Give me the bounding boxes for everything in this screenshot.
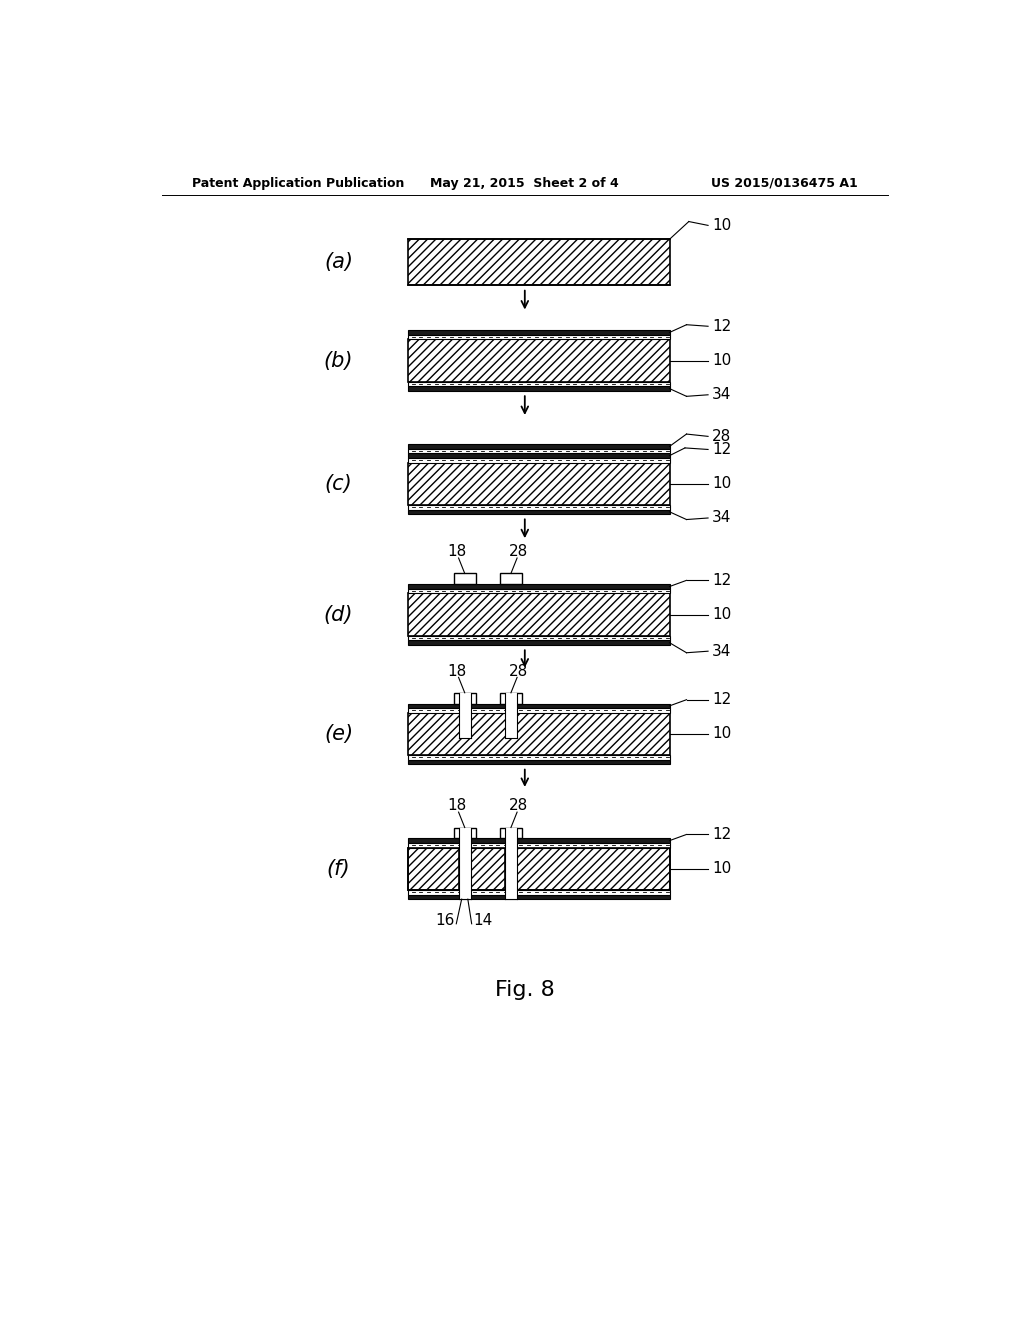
Bar xyxy=(408,838,670,843)
Text: 34: 34 xyxy=(712,387,731,403)
Text: 10: 10 xyxy=(712,726,731,742)
Bar xyxy=(408,335,670,339)
Text: 34: 34 xyxy=(712,511,731,525)
Text: 18: 18 xyxy=(447,799,467,813)
Bar xyxy=(459,828,471,899)
Bar xyxy=(505,828,517,899)
Text: 28: 28 xyxy=(509,664,528,678)
Bar xyxy=(408,453,670,458)
Text: (b): (b) xyxy=(324,351,353,371)
Bar xyxy=(408,895,670,899)
Text: (c): (c) xyxy=(325,474,352,494)
Bar xyxy=(408,847,670,890)
Text: 12: 12 xyxy=(712,442,731,457)
Bar xyxy=(454,828,475,838)
Text: 12: 12 xyxy=(712,692,731,708)
Text: (e): (e) xyxy=(324,723,353,744)
Text: 10: 10 xyxy=(712,218,731,232)
Text: Fig. 8: Fig. 8 xyxy=(495,979,555,1001)
Text: US 2015/0136475 A1: US 2015/0136475 A1 xyxy=(711,177,857,190)
Text: 10: 10 xyxy=(712,352,731,368)
Bar xyxy=(408,755,670,760)
Text: 10: 10 xyxy=(712,477,731,491)
Text: (f): (f) xyxy=(327,859,350,879)
Text: 14: 14 xyxy=(473,913,493,928)
Bar xyxy=(408,636,670,640)
Bar xyxy=(408,713,670,755)
Bar xyxy=(408,510,670,515)
Bar xyxy=(408,504,670,510)
Text: 18: 18 xyxy=(447,664,467,678)
Text: 12: 12 xyxy=(712,573,731,587)
Bar xyxy=(454,693,475,704)
Bar xyxy=(408,640,670,645)
Text: 34: 34 xyxy=(712,644,731,659)
Text: May 21, 2015  Sheet 2 of 4: May 21, 2015 Sheet 2 of 4 xyxy=(430,177,620,190)
Bar xyxy=(500,573,521,585)
Bar xyxy=(408,381,670,387)
Text: (d): (d) xyxy=(324,605,353,624)
Text: 28: 28 xyxy=(509,544,528,560)
Bar xyxy=(408,708,670,713)
Bar xyxy=(471,847,505,890)
Bar xyxy=(500,693,521,704)
Bar xyxy=(408,589,670,594)
Bar xyxy=(408,330,670,335)
Bar xyxy=(408,704,670,708)
Bar xyxy=(408,239,670,285)
Bar xyxy=(517,847,670,890)
Text: 12: 12 xyxy=(712,826,731,842)
Text: 18: 18 xyxy=(447,544,467,560)
Bar xyxy=(500,828,521,838)
Text: 16: 16 xyxy=(435,913,455,928)
Text: 10: 10 xyxy=(712,861,731,876)
Text: 10: 10 xyxy=(712,607,731,622)
Bar xyxy=(454,573,475,585)
Bar xyxy=(408,594,670,636)
Bar xyxy=(408,387,670,391)
Bar xyxy=(505,693,517,738)
Bar xyxy=(459,693,471,738)
Text: Patent Application Publication: Patent Application Publication xyxy=(193,177,404,190)
Text: (a): (a) xyxy=(324,252,353,272)
Bar xyxy=(408,890,670,895)
Bar xyxy=(408,462,670,506)
Bar xyxy=(408,444,670,449)
Text: 12: 12 xyxy=(712,318,731,334)
Text: 28: 28 xyxy=(712,429,731,444)
Bar xyxy=(408,847,459,890)
Bar xyxy=(408,843,670,847)
Bar xyxy=(408,585,670,589)
Bar xyxy=(408,760,670,764)
Bar xyxy=(408,449,670,453)
Bar xyxy=(408,339,670,381)
Text: 28: 28 xyxy=(509,799,528,813)
Bar xyxy=(408,458,670,462)
